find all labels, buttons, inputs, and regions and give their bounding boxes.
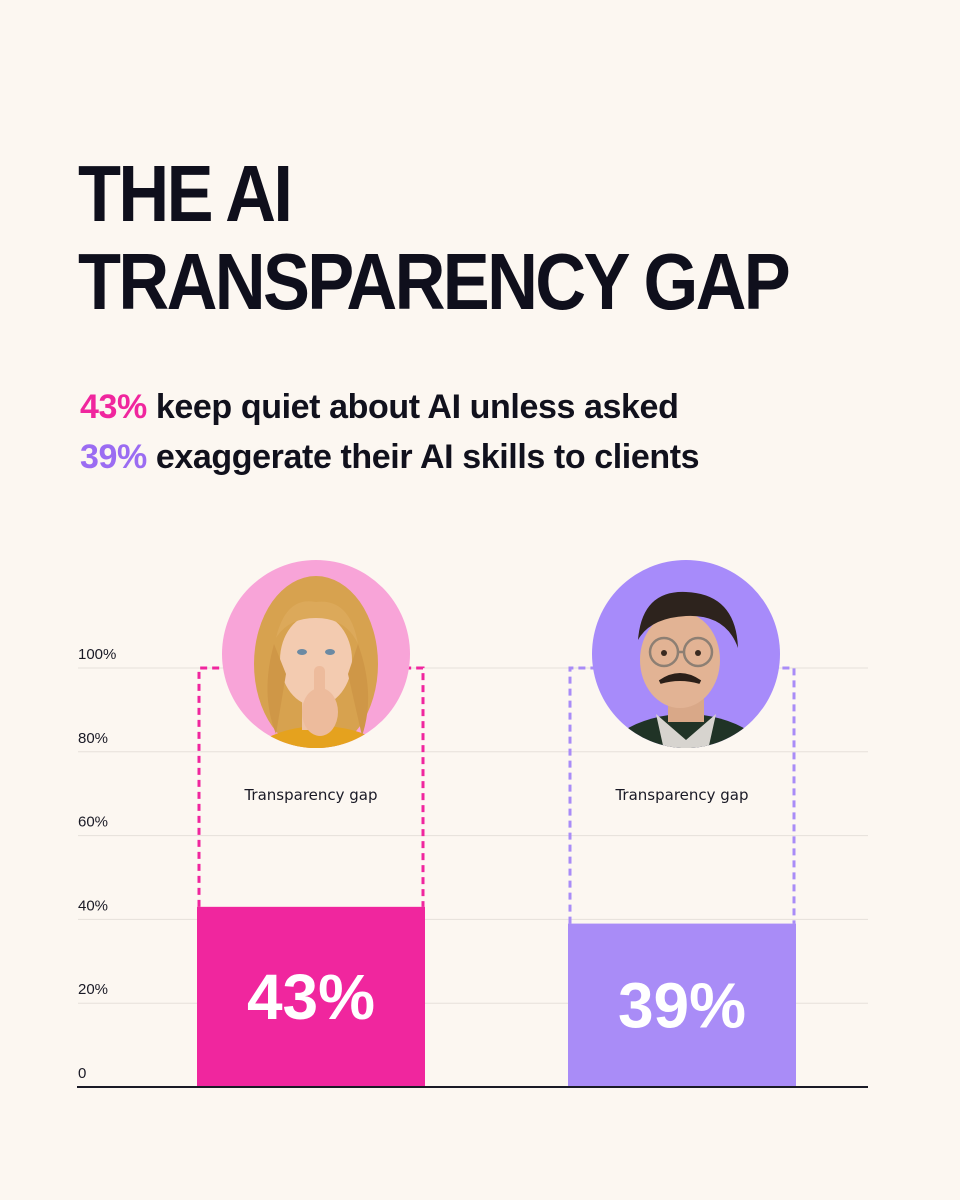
bar-value-label-1: 43% [247,961,375,1033]
y-tick-label-20: 20% [78,981,108,998]
hair-right-1 [348,644,369,736]
y-tick-label-60: 60% [78,814,108,831]
title-line-1: THE AI [78,149,293,238]
page-title: THE AI TRANSPARENCY GAP [78,149,791,326]
eye-left-1 [297,649,307,655]
title-line-2: TRANSPARENCY GAP [78,237,791,326]
gap-label-1: Transparency gap [243,786,377,804]
subtitle-line-2: 39% exaggerate their AI skills to client… [80,432,700,482]
hair-front-1 [276,601,358,644]
eye-left-2 [661,650,667,656]
moustache-2 [658,673,702,684]
sweater-2 [596,714,776,748]
hand-1 [302,688,338,736]
subtitle-pct-1: 43% [80,388,147,426]
bar-1 [197,906,425,1087]
finger-1 [314,666,325,706]
face-2 [640,612,720,708]
collar-2 [656,714,716,748]
subtitle-text-2: exaggerate their AI skills to clients [146,438,700,476]
bar-2 [568,923,796,1087]
sweater-1 [234,726,406,748]
subtitle-line-1: 43% keep quiet about AI unless asked [80,382,699,432]
hair-left-1 [267,644,286,734]
bar-chart: 0 20% 40% 60% 80% 100% Transparency gap Transp… [77,560,868,1088]
bar-value-label-2: 39% [618,969,746,1041]
subtitle-pct-2: 39% [80,438,147,476]
y-tick-label-100: 100% [78,646,116,663]
gap-label-2: Transparency gap [614,786,748,804]
y-tick-label-40: 40% [78,897,108,914]
y-tick-label-0: 0 [78,1065,86,1082]
woman-shushing-icon [222,560,410,748]
subtitle-text-1: keep quiet about AI unless asked [146,388,679,426]
hair-2 [638,591,738,648]
subtitle: 43% keep quiet about AI unless asked 39%… [80,382,700,482]
y-tick-label-80: 80% [78,730,108,747]
eye-right-2 [695,650,701,656]
eye-right-1 [325,649,335,655]
portrait-figure-1 [234,576,406,748]
face-1 [280,614,352,706]
